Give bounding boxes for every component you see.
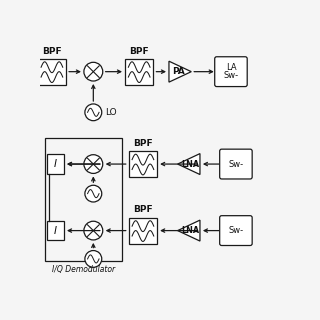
Polygon shape (169, 61, 191, 82)
Text: I: I (54, 159, 57, 169)
FancyBboxPatch shape (47, 154, 64, 174)
Text: Sw-: Sw- (228, 226, 244, 235)
FancyBboxPatch shape (38, 59, 66, 84)
FancyBboxPatch shape (129, 218, 157, 244)
Text: BPF: BPF (129, 46, 149, 56)
Circle shape (85, 185, 102, 202)
FancyBboxPatch shape (47, 221, 64, 240)
Text: PA: PA (172, 67, 185, 76)
Circle shape (85, 104, 102, 121)
Text: BPF: BPF (133, 139, 153, 148)
Text: I: I (54, 226, 57, 236)
FancyBboxPatch shape (125, 59, 154, 84)
FancyBboxPatch shape (129, 151, 157, 177)
Circle shape (84, 155, 103, 173)
FancyBboxPatch shape (220, 149, 252, 179)
Polygon shape (178, 154, 200, 174)
Text: LO: LO (106, 108, 117, 117)
FancyBboxPatch shape (220, 216, 252, 245)
Text: LNA: LNA (181, 226, 199, 235)
Text: BPF: BPF (42, 46, 62, 56)
Text: LA: LA (226, 63, 236, 72)
Text: LNA: LNA (181, 160, 199, 169)
Text: Sw-: Sw- (223, 71, 238, 80)
Text: I/Q Demodulator: I/Q Demodulator (52, 265, 115, 274)
Circle shape (85, 251, 102, 267)
Text: BPF: BPF (133, 205, 153, 214)
Circle shape (84, 221, 103, 240)
Text: Sw-: Sw- (228, 160, 244, 169)
Polygon shape (178, 220, 200, 241)
FancyBboxPatch shape (215, 57, 247, 87)
Circle shape (84, 62, 103, 81)
